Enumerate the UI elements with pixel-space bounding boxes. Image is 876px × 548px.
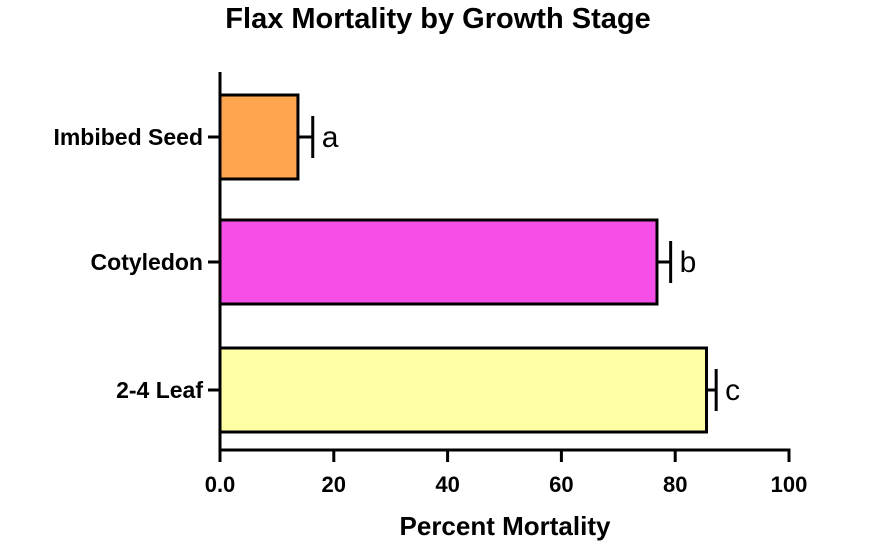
- x-tick-label-0: 0.0: [205, 472, 236, 497]
- bar-1: [218, 218, 659, 306]
- significance-letter-1: b: [680, 246, 697, 279]
- significance-letter-0: a: [322, 121, 339, 154]
- x-tick-label-5: 100: [771, 472, 808, 497]
- bar-0: [218, 93, 300, 181]
- category-label-2: 2-4 Leaf: [116, 377, 203, 403]
- bar-2: [218, 346, 708, 434]
- category-label-0: Imbibed Seed: [53, 124, 203, 150]
- x-axis-label: Percent Mortality: [400, 511, 611, 541]
- x-tick-label-4: 80: [663, 472, 687, 497]
- chart-title: Flax Mortality by Growth Stage: [225, 3, 650, 35]
- x-tick-label-3: 60: [549, 472, 573, 497]
- significance-letter-2: c: [725, 374, 740, 407]
- category-label-1: Cotyledon: [91, 249, 203, 275]
- x-tick-label-1: 20: [322, 472, 346, 497]
- plot-area: a Imbibed Seed b Cotyledon c 2-4 Leaf 0.0 20 40 6…: [53, 72, 807, 497]
- x-tick-label-2: 40: [435, 472, 459, 497]
